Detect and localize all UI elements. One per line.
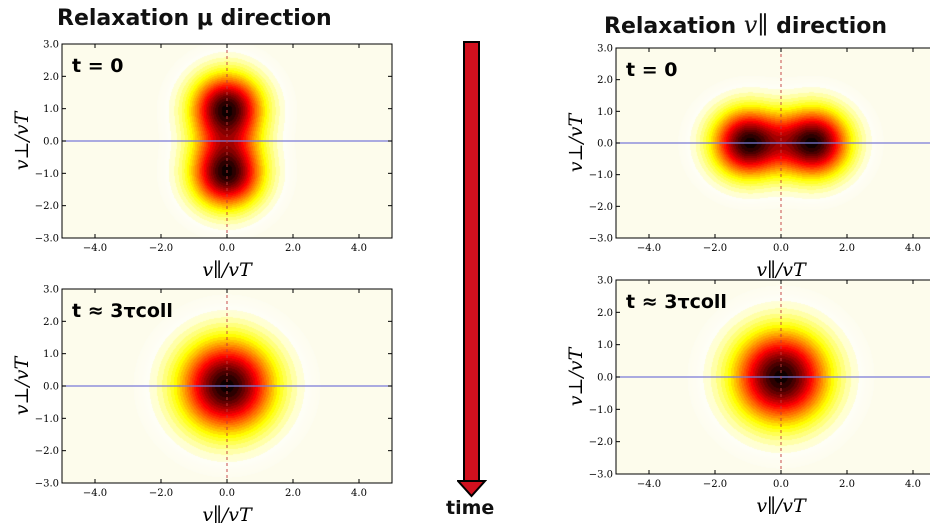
y-tick-label: 0.0 [597, 373, 613, 384]
x-tick-label: −2.0 [703, 479, 727, 490]
x-tick-label: 4.0 [905, 479, 921, 490]
title-right-suffix: direction [776, 14, 888, 39]
y-tick-label: −1.0 [35, 169, 59, 180]
panel-time-label: t = 0 [72, 55, 123, 77]
time-arrow-head [457, 480, 487, 498]
panel-time-label: t = 0 [626, 59, 677, 81]
y-tick-label: −2.0 [589, 202, 613, 213]
y-tick-label: 2.0 [597, 75, 613, 86]
y-tick-label: −1.0 [589, 170, 613, 181]
y-tick-label: 3.0 [43, 40, 59, 51]
y-tick-label: −2.0 [35, 446, 59, 457]
y-tick-label: −2.0 [589, 437, 613, 448]
y-tick-label: 0.0 [43, 137, 59, 148]
x-tick-label: −4.0 [637, 479, 661, 490]
y-tick-label: −3.0 [35, 234, 59, 245]
x-tick-label: 0.0 [773, 479, 789, 490]
y-axis-label: v⊥/vT [565, 112, 587, 172]
panel-time-label: t ≈ 3τcoll [72, 300, 173, 322]
y-tick-label: −2.0 [35, 201, 59, 212]
y-axis-label: v⊥/vT [11, 355, 33, 415]
x-tick-label: 4.0 [905, 243, 921, 254]
title-left: Relaxation μ direction [57, 6, 332, 31]
y-tick-label: 1.0 [597, 340, 613, 351]
x-tick-label: −2.0 [703, 243, 727, 254]
y-axis-label: v⊥/vT [11, 110, 33, 170]
x-tick-label: −2.0 [149, 243, 173, 254]
x-tick-label: −2.0 [149, 488, 173, 499]
y-tick-label: 3.0 [597, 44, 613, 55]
time-label: time [446, 497, 495, 519]
y-tick-label: 2.0 [43, 72, 59, 83]
y-tick-label: −1.0 [35, 414, 59, 425]
title-right: Relaxation v∥ direction [604, 11, 887, 39]
x-tick-label: 0.0 [219, 488, 235, 499]
y-tick-label: 1.0 [43, 349, 59, 360]
x-tick-label: 2.0 [839, 479, 855, 490]
x-axis-label: v∥/vT [756, 495, 807, 517]
time-arrow-shaft [463, 41, 480, 483]
y-tick-label: −3.0 [35, 479, 59, 490]
y-tick-label: 3.0 [43, 285, 59, 296]
y-tick-label: −3.0 [589, 234, 613, 245]
x-axis-label: v∥/vT [756, 259, 807, 281]
plot-axes: −4.0 −2.0 0.0 2.0 4.0 −3.0 −2.0 −1.0 0.0 1.0 2.0 3.… [565, 44, 930, 281]
panel-left-top: −4.0 −2.0 0.0 2.0 4.0 −3.0 −2.0 −1.0 0.0 1.0 2.0 3.… [0, 36, 442, 284]
title-right-symbol: v∥ [743, 11, 769, 39]
panel-left-bottom: −4.0 −2.0 0.0 2.0 4.0 −3.0 −2.0 −1.0 0.0 1.0 2.0 3.… [0, 281, 442, 529]
x-tick-label: 0.0 [773, 243, 789, 254]
x-tick-label: 2.0 [285, 488, 301, 499]
x-tick-label: 4.0 [351, 488, 367, 499]
plot-axes: −4.0 −2.0 0.0 2.0 4.0 −3.0 −2.0 −1.0 0.0 1.0 2.0 3.… [11, 40, 393, 281]
x-tick-label: 2.0 [285, 243, 301, 254]
time-arrow [457, 41, 487, 498]
title-left-prefix: Relaxation [57, 6, 190, 31]
plot-axes: −4.0 −2.0 0.0 2.0 4.0 −3.0 −2.0 −1.0 0.0 1.0 2.0 3.… [11, 285, 393, 526]
x-tick-label: −4.0 [83, 488, 107, 499]
y-tick-label: 0.0 [43, 382, 59, 393]
x-tick-label: 4.0 [351, 243, 367, 254]
y-tick-label: 2.0 [43, 317, 59, 328]
x-axis-label: v∥/vT [202, 504, 253, 526]
x-tick-label: 0.0 [219, 243, 235, 254]
plot-axes: −4.0 −2.0 0.0 2.0 4.0 −3.0 −2.0 −1.0 0.0 1.0 2.0 3.… [565, 276, 930, 517]
y-tick-label: 1.0 [597, 107, 613, 118]
x-tick-label: 2.0 [839, 243, 855, 254]
y-tick-label: −1.0 [589, 405, 613, 416]
y-tick-label: 3.0 [597, 276, 613, 287]
title-left-symbol: μ [196, 6, 213, 31]
y-tick-label: 2.0 [597, 308, 613, 319]
y-tick-label: −3.0 [589, 470, 613, 481]
title-left-suffix: direction [220, 6, 332, 31]
y-tick-label: 1.0 [43, 104, 59, 115]
panel-right-bottom: −4.0 −2.0 0.0 2.0 4.0 −3.0 −2.0 −1.0 0.0 1.0 2.0 3.… [554, 272, 930, 520]
x-tick-label: −4.0 [83, 243, 107, 254]
title-right-prefix: Relaxation [604, 14, 737, 39]
y-axis-label: v⊥/vT [565, 346, 587, 406]
y-tick-label: 0.0 [597, 139, 613, 150]
panel-time-label: t ≈ 3τcoll [626, 291, 727, 313]
panel-right-top: −4.0 −2.0 0.0 2.0 4.0 −3.0 −2.0 −1.0 0.0 1.0 2.0 3.… [554, 40, 930, 284]
x-tick-label: −4.0 [637, 243, 661, 254]
x-axis-label: v∥/vT [202, 259, 253, 281]
